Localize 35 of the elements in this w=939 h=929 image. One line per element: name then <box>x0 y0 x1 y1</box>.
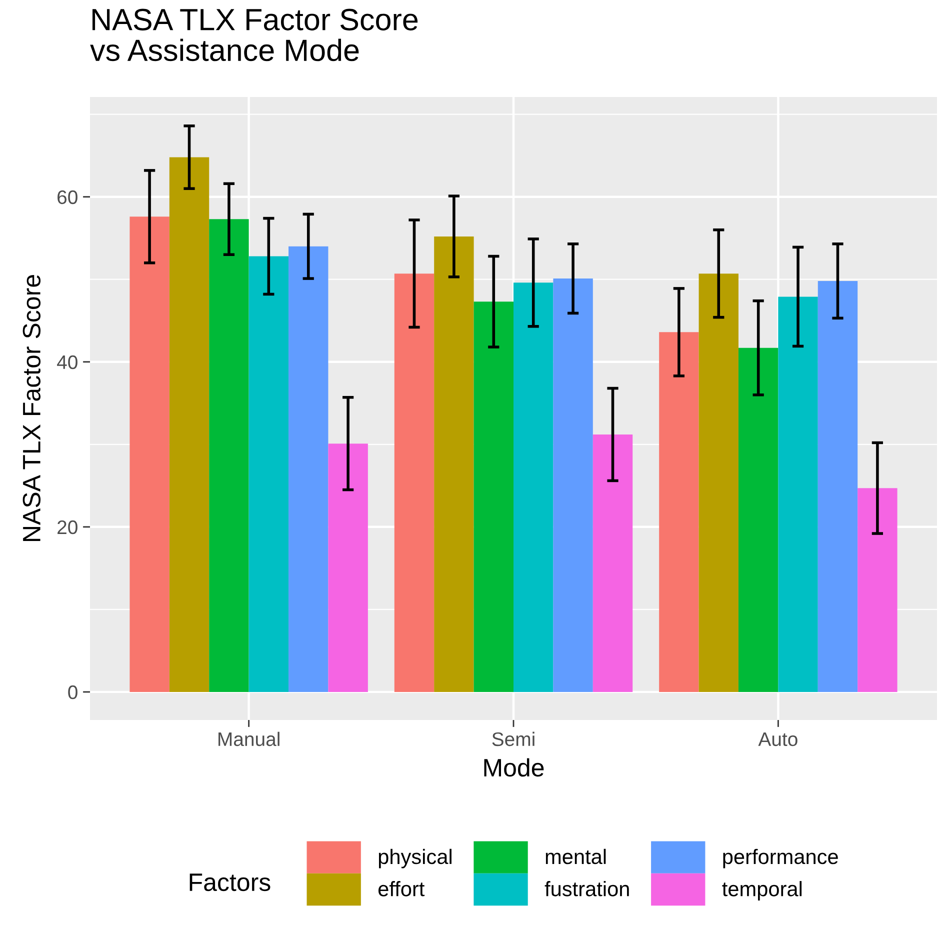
bar <box>434 236 474 692</box>
x-tick-label: Manual <box>218 732 280 746</box>
bar <box>130 216 170 692</box>
y-tick-label: 40 <box>57 355 78 370</box>
bar <box>514 282 554 692</box>
bar <box>738 348 778 692</box>
bar <box>858 488 898 692</box>
bar <box>778 296 818 692</box>
y-axis-title: NASA TLX Factor Score <box>22 275 41 541</box>
y-tick-label: 0 <box>68 685 78 700</box>
legend-label: temporal <box>722 881 802 900</box>
bar <box>818 281 858 692</box>
legend-title: Factors <box>190 874 270 892</box>
bar <box>169 157 210 692</box>
bar <box>659 332 699 692</box>
x-axis-title: Mode <box>484 758 544 777</box>
y-tick-label: 60 <box>58 190 78 204</box>
bar <box>474 302 514 692</box>
chart-title: NASA TLX Factor Score vs Assistance Mode <box>90 8 418 62</box>
x-tick-label: Auto <box>758 732 798 746</box>
legend-label: effort <box>378 881 425 896</box>
legend-label: physical <box>378 848 452 868</box>
bar <box>394 274 434 692</box>
legend-label: mental <box>546 848 606 864</box>
bar <box>328 444 368 692</box>
legend-label: performance <box>723 848 838 868</box>
bar <box>288 246 328 692</box>
bar <box>553 278 593 692</box>
legend-label: fustration <box>544 881 629 896</box>
bar <box>592 434 633 692</box>
x-tick-label: Semi <box>492 732 534 746</box>
bar <box>698 274 738 692</box>
bar <box>209 219 249 692</box>
y-tick-label: 20 <box>58 520 78 534</box>
bar <box>248 256 289 692</box>
